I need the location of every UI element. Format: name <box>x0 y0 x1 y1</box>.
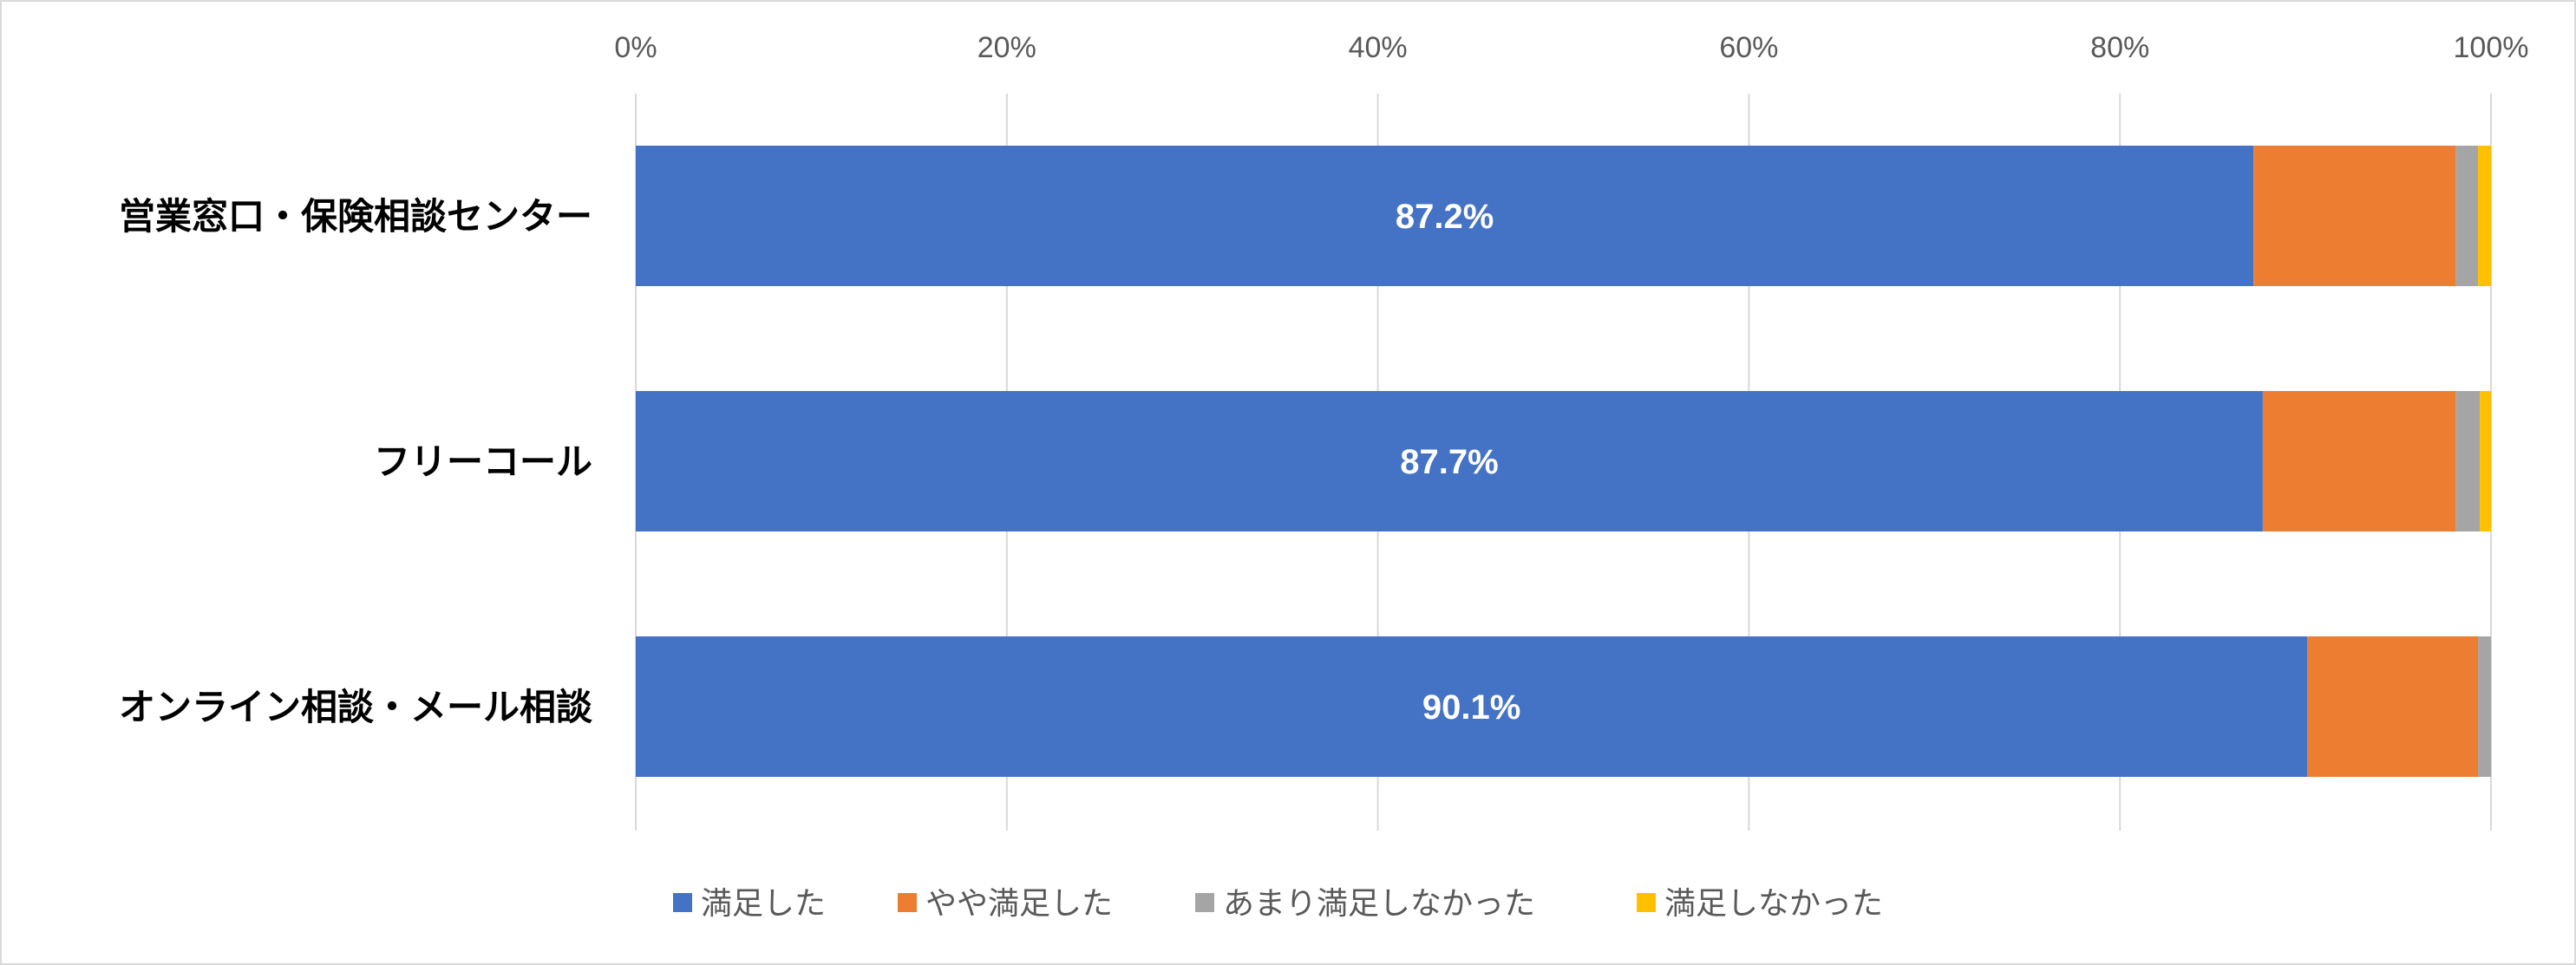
legend: 満足した やや満足した あまり満足しなかった 満足しなかった <box>673 886 1883 922</box>
x-tick-label: 0% <box>614 31 657 64</box>
legend-label: 満足した <box>701 886 826 922</box>
bar-segment <box>636 146 2254 286</box>
bar-segment <box>2455 391 2481 531</box>
bar-segment <box>2480 391 2491 531</box>
legend-label: 満足しなかった <box>1664 886 1883 922</box>
bar-segment <box>636 391 2263 531</box>
category-label: フリーコール <box>374 440 592 483</box>
bar-segment <box>2262 391 2456 531</box>
legend-swatch <box>1637 893 1656 912</box>
bar-segment <box>2455 146 2479 286</box>
x-tick-label: 80% <box>2090 31 2149 64</box>
legend-swatch <box>1195 893 1214 912</box>
data-labels: 87.2% 87.7% 90.1% <box>1396 198 1520 727</box>
legend-swatch <box>898 893 917 912</box>
category-label: 営業窓口・保険相談センター <box>119 195 592 238</box>
bar-segment <box>2478 636 2491 777</box>
legend-label: やや満足した <box>925 886 1113 922</box>
x-axis-ticks: 0% 20% 40% 60% 80% 100% <box>614 31 2528 64</box>
x-tick-label: 100% <box>2454 31 2529 64</box>
data-label: 87.2% <box>1396 198 1494 236</box>
x-tick-label: 40% <box>1349 31 1408 64</box>
bars <box>636 146 2491 777</box>
bar-segment <box>2253 146 2456 286</box>
x-tick-label: 60% <box>1719 31 1778 64</box>
data-label: 90.1% <box>1422 688 1520 727</box>
bar-segment <box>2478 146 2491 286</box>
legend-swatch <box>673 893 692 912</box>
x-tick-label: 20% <box>977 31 1036 64</box>
bar-segment <box>636 636 2308 777</box>
bar-segment <box>2307 636 2479 777</box>
legend-label: あまり満足しなかった <box>1223 886 1535 922</box>
data-label: 87.7% <box>1400 443 1498 481</box>
category-label: オンライン相談・メール相談 <box>119 686 592 728</box>
